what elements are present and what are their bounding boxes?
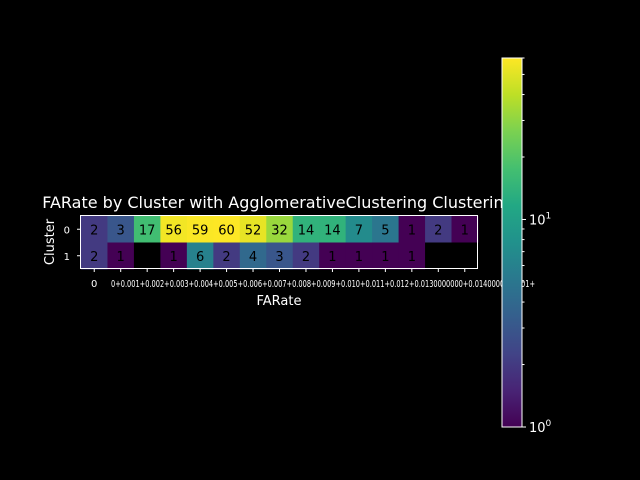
heatmap-cell [319,242,347,270]
heatmap-cell [186,242,214,270]
heatmap-cell [451,242,479,270]
heatmap-cell [160,216,188,243]
heatmap-cell [239,216,267,243]
heatmap-cell [292,242,320,270]
heatmap-cell [107,242,135,270]
heatmap-cell [292,216,320,243]
cell-value-label: 3 [117,223,125,238]
heatmap-cell [107,216,135,243]
heatmap-cell [266,242,294,270]
cell-value-label: 60 [218,223,235,238]
cell-value-label: 1 [355,250,363,265]
cell-value-label: 5 [381,223,389,238]
heatmap-cell [133,242,161,270]
cell-value-label: 17 [139,223,156,238]
chart-title: FARate by Cluster with AgglomerativeClus… [42,193,514,212]
heatmap-cell [398,242,426,270]
cell-value-label: 1 [381,250,389,265]
cell-value-label: 3 [275,250,283,265]
cell-value-label: 2 [90,223,98,238]
cell-value-label: 7 [355,223,363,238]
heatmap-cell [425,242,452,270]
y-tick-label: 1 [64,252,70,263]
cell-value-label: 32 [271,223,288,238]
heatmap-cell [160,242,188,270]
heatmap-cell [133,216,161,243]
x-tick-label: 0 [91,279,97,290]
cell-value-label: 56 [165,223,182,238]
cell-value-label: 14 [324,223,341,238]
cell-value-label: 2 [434,223,442,238]
x-tick-labels: 0 0+0.001+0.002+0.003+0.004+0.005+0.006+0… [91,269,535,290]
colorbar-tick-label: 101 [529,211,551,228]
cell-value-labels: 2 3 17 56 59 60 52 32 14 14 7 5 1 2 12 1 1 6 2 4 3 2 1 1 1 1 [90,223,469,265]
cell-value-label: 1 [461,223,469,238]
heatmap-cells [81,216,479,270]
heatmap-cell [213,216,241,243]
heatmap-cell [81,242,108,270]
cell-value-label: 6 [196,250,204,265]
cell-value-label: 52 [245,223,262,238]
heatmap-cell [398,216,426,243]
cell-value-label: 4 [249,250,257,265]
cell-value-label: 1 [408,250,416,265]
heatmap-cell [319,216,347,243]
cell-value-label: 1 [408,223,416,238]
y-tick-labels: 01 [64,225,80,263]
heatmap-cell [345,242,373,270]
x-tick-label: 0+0.001+0.002+0.003+0.004+0.005+0.006+0.… [111,279,535,290]
cell-value-label: 59 [192,223,209,238]
colorbar-ticks: 100 101 [522,57,552,436]
cell-value-label: 1 [328,250,336,265]
heatmap-cell [81,216,108,243]
cell-value-label: 2 [90,250,98,265]
cell-value-label: 1 [169,250,177,265]
heatmap-cell [213,242,241,270]
cell-value-label: 2 [302,250,310,265]
heatmap-cell [372,216,400,243]
heatmap-cell [372,242,400,270]
cell-value-label: 2 [222,250,230,265]
heatmap-cell [451,216,479,243]
cell-value-label: 1 [117,250,125,265]
heatmap-cell [345,216,373,243]
cell-value-label: 14 [298,223,315,238]
heatmap-cell [239,242,267,270]
colorbar [501,57,523,428]
heatmap-frame [80,215,478,269]
heatmap-cell [266,216,294,243]
heatmap-cell [425,216,452,243]
colorbar-tick-label: 100 [529,419,552,436]
heatmap-cell [186,216,214,243]
x-axis-label: FARate [257,294,302,309]
y-tick-label: 0 [64,225,70,236]
y-axis-label: Cluster [43,218,58,265]
